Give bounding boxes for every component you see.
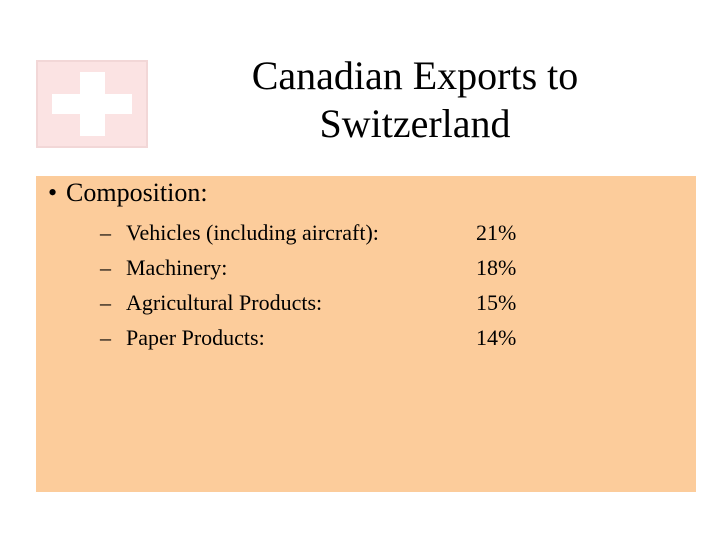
list-item-value: 14% [476,325,517,350]
list-dash: – [100,220,111,245]
slide-title: Canadian Exports to Switzerland [190,52,640,152]
title-line-2: Switzerland [319,101,511,146]
flag-cross-horizontal [52,94,132,114]
swiss-flag-icon [36,60,148,148]
composition-bullet: • Composition: [48,177,208,209]
list-item-label: Machinery: [126,255,228,280]
list-item: – Vehicles (including aircraft): 21% [100,219,600,254]
list-item-label: Vehicles (including aircraft): [126,220,379,245]
list-item-value: 21% [476,220,517,245]
title-line-1: Canadian Exports to [251,53,579,98]
list-item: – Agricultural Products: 15% [100,289,600,324]
list-item-label: Paper Products: [126,325,265,350]
list-dash: – [100,325,111,350]
list-dash: – [100,290,111,315]
list-item-label: Agricultural Products: [126,290,323,315]
composition-list: – Vehicles (including aircraft): 21% – M… [100,219,600,359]
list-item-value: 18% [476,255,517,280]
list-dash: – [100,255,111,280]
bullet-label: Composition: [66,178,208,207]
content-panel [36,176,696,492]
list-item: – Paper Products: 14% [100,324,600,359]
list-item: – Machinery: 18% [100,254,600,289]
list-item-value: 15% [476,290,517,315]
bullet-symbol: • [48,178,58,207]
